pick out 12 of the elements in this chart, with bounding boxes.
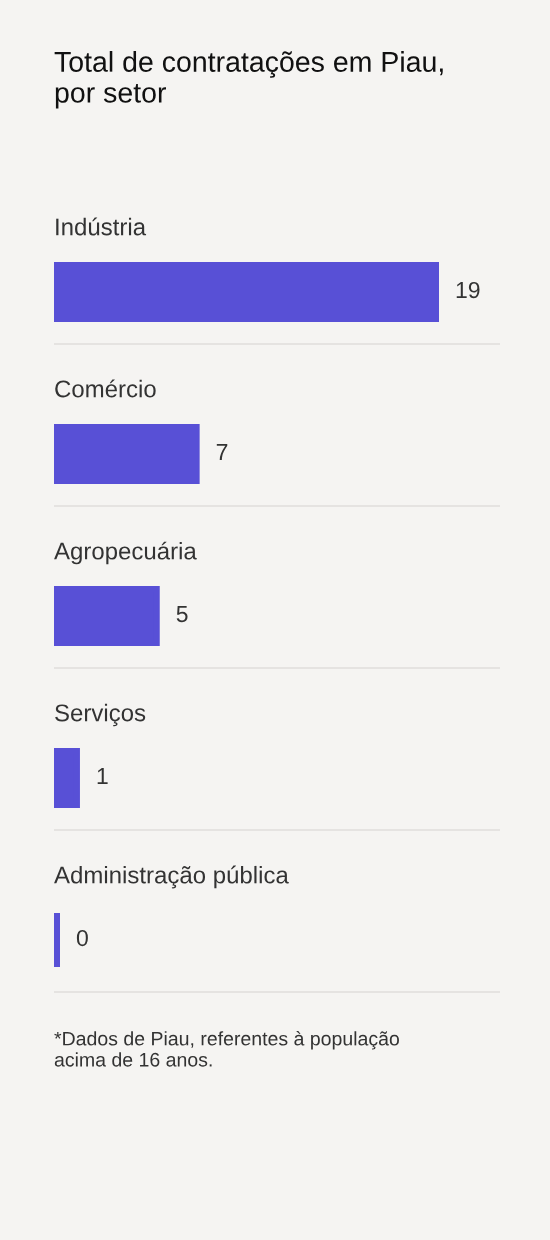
y-tick-label: Serviços: [55, 703, 146, 727]
data-label: 7: [216, 444, 228, 460]
data-label: 5: [176, 606, 188, 623]
y-tick-label: Indústria: [56, 217, 147, 236]
chart-title: Total de contratações em Piau, por setor: [54, 51, 443, 109]
y-tick-label: Comércio: [55, 379, 156, 398]
text: *Dados de Piau, referentes à população acima de 16 anos.: [54, 1031, 399, 1067]
data-label: 19: [456, 281, 480, 299]
y-tick-label: Administração pública: [54, 865, 289, 889]
data-label: 0: [76, 929, 88, 947]
y-tick-label: Agropecuária: [54, 541, 197, 565]
data-label: 1: [97, 768, 108, 784]
